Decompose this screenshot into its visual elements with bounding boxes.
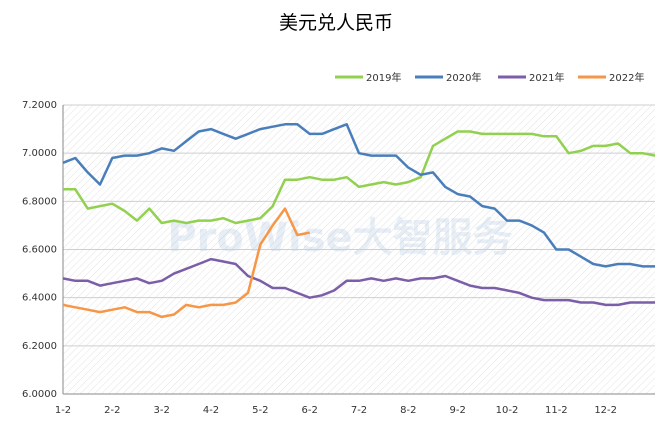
x-tick-label: 12-2 (594, 405, 617, 416)
y-tick-label: 7.2000 (22, 100, 57, 111)
x-tick-label: 6-2 (301, 405, 317, 416)
x-tick-label: 9-2 (449, 405, 465, 416)
y-tick-label: 6.8000 (22, 196, 57, 207)
legend-label: 2022年 (609, 71, 644, 84)
legend-label: 2021年 (529, 71, 564, 84)
y-tick-label: 6.6000 (22, 245, 57, 256)
x-tick-label: 2-2 (104, 405, 120, 416)
x-tick-label: 10-2 (496, 405, 519, 416)
series-line (62, 207, 310, 319)
y-tick-label: 6.4000 (22, 293, 57, 304)
x-tick-label: 3-2 (153, 405, 169, 416)
watermark: ProWise大智服务 (167, 215, 512, 261)
x-tick-label: 5-2 (252, 405, 268, 416)
x-tick-label: 1-2 (55, 405, 71, 416)
legend-label: 2020年 (446, 71, 481, 84)
x-tick-label: 11-2 (545, 405, 568, 416)
series-line (62, 257, 655, 307)
x-tick-label: 7-2 (351, 405, 367, 416)
chart-title: 美元兑人民币 (279, 12, 393, 34)
series-line (63, 130, 656, 225)
y-tick-label: 6.0000 (22, 389, 57, 400)
x-tick-label: 4-2 (203, 405, 219, 416)
x-tick-label: 8-2 (400, 405, 416, 416)
legend-label: 2019年 (366, 71, 401, 84)
y-tick-label: 6.2000 (22, 341, 57, 352)
y-tick-label: 7.0000 (22, 148, 57, 159)
series-line (62, 123, 655, 268)
